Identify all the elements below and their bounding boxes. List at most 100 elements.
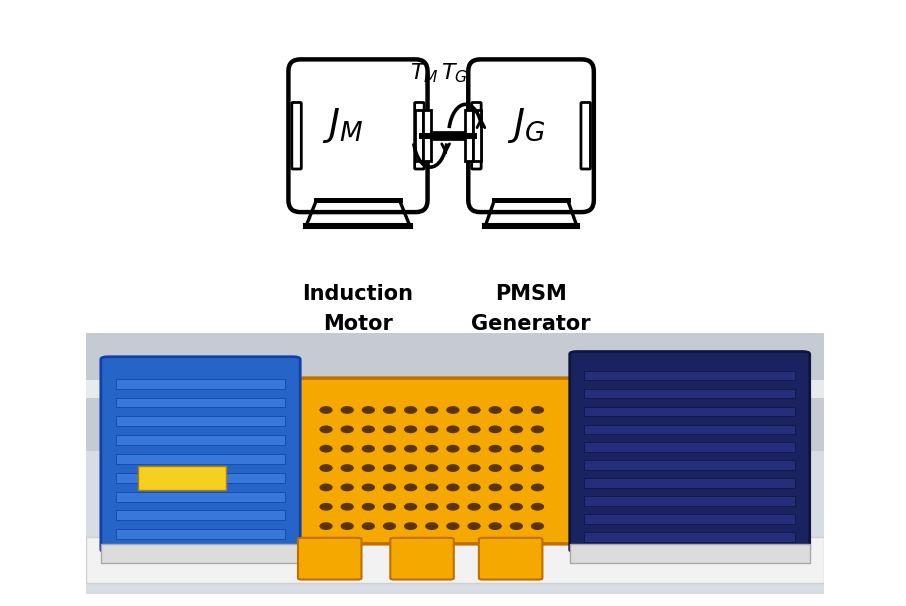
Ellipse shape [341, 445, 354, 453]
Ellipse shape [488, 425, 502, 433]
Ellipse shape [404, 484, 418, 491]
Bar [116, 510, 285, 521]
Ellipse shape [341, 503, 354, 511]
Ellipse shape [425, 522, 439, 530]
Ellipse shape [488, 464, 502, 472]
Ellipse shape [383, 522, 396, 530]
Bar [584, 461, 795, 470]
Ellipse shape [531, 522, 545, 530]
FancyBboxPatch shape [415, 102, 424, 169]
Ellipse shape [467, 406, 481, 414]
FancyBboxPatch shape [288, 59, 428, 212]
Ellipse shape [531, 503, 545, 511]
FancyBboxPatch shape [581, 102, 591, 169]
Text: $T_G$: $T_G$ [441, 61, 468, 85]
Bar [138, 466, 226, 490]
Ellipse shape [467, 522, 481, 530]
Bar [86, 450, 824, 594]
Bar [473, 110, 481, 161]
Ellipse shape [320, 484, 333, 491]
FancyBboxPatch shape [292, 102, 302, 169]
Ellipse shape [320, 445, 333, 453]
Ellipse shape [531, 445, 545, 453]
Bar [584, 370, 795, 380]
Ellipse shape [404, 464, 418, 472]
Ellipse shape [510, 445, 523, 453]
Ellipse shape [447, 425, 459, 433]
Ellipse shape [361, 503, 375, 511]
Ellipse shape [404, 445, 418, 453]
Bar [116, 491, 285, 502]
Ellipse shape [383, 445, 396, 453]
Ellipse shape [383, 464, 396, 472]
Bar [116, 435, 285, 445]
Ellipse shape [361, 522, 375, 530]
Ellipse shape [467, 445, 481, 453]
Text: PMSM
Generator: PMSM Generator [471, 284, 591, 334]
Ellipse shape [341, 464, 354, 472]
Bar [465, 110, 473, 161]
FancyBboxPatch shape [101, 357, 300, 552]
Ellipse shape [383, 406, 396, 414]
FancyBboxPatch shape [479, 538, 543, 579]
Ellipse shape [510, 425, 523, 433]
Ellipse shape [447, 406, 459, 414]
Ellipse shape [320, 425, 333, 433]
Bar [86, 536, 824, 584]
Ellipse shape [447, 503, 459, 511]
FancyBboxPatch shape [298, 538, 361, 579]
FancyBboxPatch shape [390, 538, 454, 579]
Ellipse shape [531, 406, 545, 414]
Ellipse shape [531, 425, 545, 433]
Ellipse shape [425, 406, 439, 414]
Bar [570, 544, 810, 562]
Ellipse shape [467, 503, 481, 511]
Bar [423, 110, 431, 161]
Ellipse shape [488, 522, 502, 530]
Polygon shape [486, 200, 577, 226]
Bar [101, 544, 307, 562]
Ellipse shape [404, 522, 418, 530]
Ellipse shape [488, 445, 502, 453]
Bar [116, 454, 285, 464]
Bar [116, 529, 285, 539]
Ellipse shape [383, 484, 396, 491]
Bar [116, 473, 285, 483]
Ellipse shape [488, 503, 502, 511]
FancyBboxPatch shape [570, 351, 810, 552]
Ellipse shape [383, 425, 396, 433]
Bar [415, 110, 423, 161]
Bar [584, 496, 795, 506]
Bar [116, 416, 285, 426]
Ellipse shape [383, 503, 396, 511]
Ellipse shape [341, 522, 354, 530]
Bar [584, 407, 795, 416]
Ellipse shape [361, 445, 375, 453]
Ellipse shape [320, 464, 333, 472]
Ellipse shape [404, 503, 418, 511]
Ellipse shape [447, 464, 459, 472]
Ellipse shape [510, 484, 523, 491]
Ellipse shape [425, 464, 439, 472]
Ellipse shape [510, 464, 523, 472]
Text: Induction
Motor: Induction Motor [303, 284, 413, 334]
Ellipse shape [531, 484, 545, 491]
Ellipse shape [404, 406, 418, 414]
Ellipse shape [510, 406, 523, 414]
Ellipse shape [425, 484, 439, 491]
FancyBboxPatch shape [291, 378, 579, 544]
Bar [584, 388, 795, 398]
Ellipse shape [447, 522, 459, 530]
FancyBboxPatch shape [472, 102, 481, 169]
Bar [584, 424, 795, 434]
Bar [86, 333, 824, 450]
Bar [584, 533, 795, 542]
Ellipse shape [447, 445, 459, 453]
Ellipse shape [510, 503, 523, 511]
Bar [116, 379, 285, 388]
Ellipse shape [361, 484, 375, 491]
Ellipse shape [510, 522, 523, 530]
Ellipse shape [341, 484, 354, 491]
Ellipse shape [531, 464, 545, 472]
Ellipse shape [341, 406, 354, 414]
